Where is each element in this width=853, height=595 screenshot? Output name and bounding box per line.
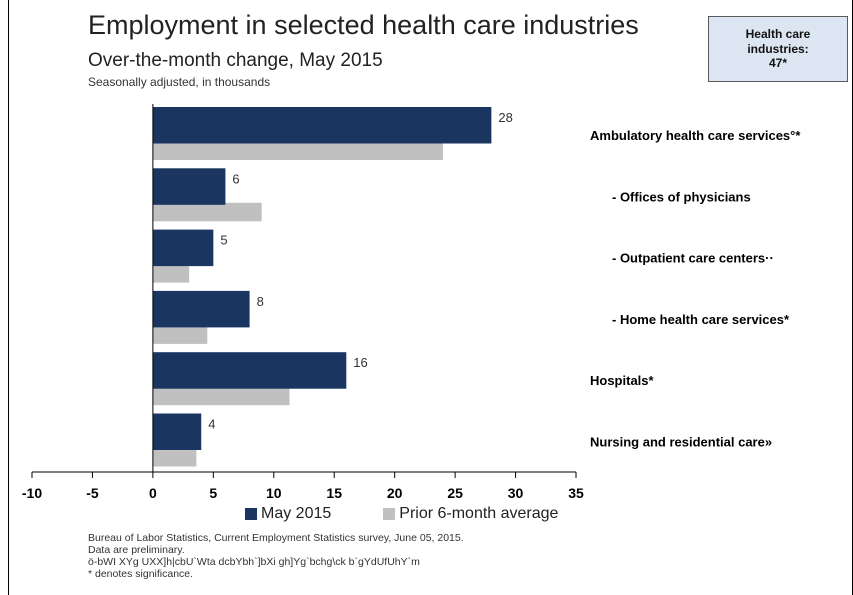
legend-swatch-series-1 [245,508,257,520]
category-label-5: Nursing and residential care» [590,435,772,450]
bar-may-2015-0 [152,107,492,144]
x-tick-label-6: 20 [387,485,403,501]
bar-prior-avg-3 [152,325,208,344]
footer-notes: Bureau of Labor Statistics, Current Empl… [88,532,464,580]
legend-label-series-2: Prior 6-month average [399,505,559,522]
footer-preliminary: Data are preliminary. [88,544,185,556]
legend-item-series-1: May 2015 [245,505,331,523]
bar-may-2015-5 [152,413,202,450]
bar-may-2015-3 [152,290,250,328]
legend-item-series-2: Prior 6-month average [383,505,558,523]
footer-source: Bureau of Labor Statistics, Current Empl… [88,532,464,544]
x-tick-label-7: 25 [447,485,463,501]
legend: May 2015 Prior 6-month average [245,505,610,523]
data-label-may-2015-5: 4 [208,417,215,432]
data-label-may-2015-2: 5 [220,233,227,248]
x-tick-label-0: -10 [22,485,42,501]
total-callout: Health care industries: 47* [708,16,848,82]
x-tick-label-5: 15 [326,485,342,501]
data-label-may-2015-1: 6 [232,171,239,186]
x-tick-label-1: -5 [86,485,99,501]
bar-prior-avg-4 [152,386,290,406]
x-tick-label-4: 10 [266,485,282,501]
bar-prior-avg-0 [152,141,444,160]
bar-may-2015-4 [152,352,347,389]
category-label-2: - Outpatient care centers·· [612,251,774,266]
data-label-may-2015-4: 16 [353,355,367,370]
chart-note: Seasonally adjusted, in thousands [88,75,271,89]
callout-line-3: 47* [768,56,788,71]
bar-prior-avg-2 [152,264,190,283]
chart-subtitle: Over-the-month change, May 2015 [88,50,383,71]
data-label-may-2015-0: 28 [498,110,512,125]
x-tick-label-3: 5 [209,485,217,501]
category-label-3: - Home health care services* [612,312,790,327]
data-label-may-2015-3: 8 [257,294,264,309]
x-tick-label-9: 35 [568,485,584,501]
x-tick-label-2: 0 [149,485,157,501]
legend-label-series-1: May 2015 [261,505,332,522]
callout-line-1: Health care [745,27,811,42]
footer-footnote: ö-bWI XYg UXX]h|cbU`Wta dcbYbh`]bXi gh]Y… [88,556,420,568]
legend-swatch-series-2 [383,508,396,520]
bar-prior-avg-5 [152,448,197,467]
bar-prior-avg-1 [152,202,262,222]
category-label-1: - Offices of physicians [612,189,751,204]
chart-title: Employment in selected health care indus… [88,10,639,40]
footer-significance: * denotes significance. [88,568,194,580]
callout-line-2: industries: [747,41,809,56]
category-label-0: Ambulatory health care services°* [590,128,801,143]
x-tick-label-8: 30 [508,485,524,501]
category-label-4: Hospitals* [590,373,655,388]
bar-may-2015-2 [152,229,214,267]
bar-may-2015-1 [152,168,226,205]
